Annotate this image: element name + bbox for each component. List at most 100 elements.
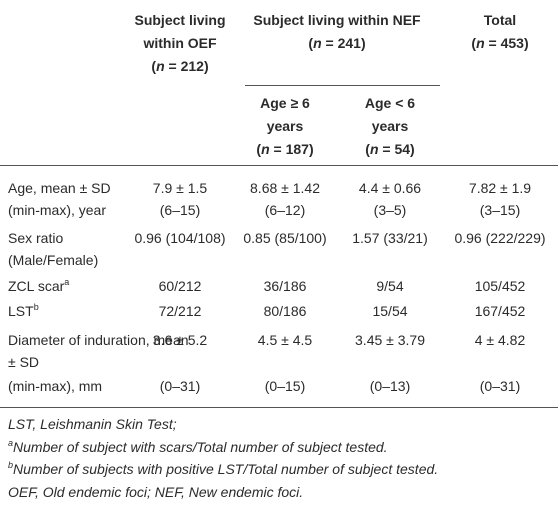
cell-value: 1.57 (33/21) (352, 230, 428, 246)
header-text: Total (484, 10, 516, 30)
cell-value: (0–31) (479, 378, 521, 394)
cell: 60/212 (159, 276, 202, 296)
header-n-part: = 212) (164, 58, 209, 74)
header-text: Subject living within NEF (253, 12, 421, 28)
header-rule (0, 165, 558, 166)
cell-value: 60/212 (158, 278, 202, 294)
row-label: ± SD (8, 352, 39, 372)
header-rule (245, 85, 440, 86)
cell-value: 36/186 (263, 278, 307, 294)
cell: (3–5) (374, 200, 407, 220)
cell-value: 7.9 ± 1.5 (152, 180, 208, 196)
header-n-part: ( (151, 58, 157, 74)
cell: 4.4 ± 0.66 (359, 178, 421, 198)
header-text: Age < 6 (365, 93, 415, 113)
cell-value: (6–12) (264, 202, 306, 218)
cell: 0.96 (222/229) (454, 228, 545, 248)
cell-value: (0–31) (159, 378, 201, 394)
cell: 1.57 (33/21) (352, 228, 428, 248)
header-n-part: ( (308, 35, 314, 51)
header-text: Subject living (134, 10, 225, 30)
header-text: Total (483, 12, 517, 28)
cell: 3.6 ± 5.2 (153, 330, 207, 350)
row-label: LSTb (8, 301, 39, 321)
header-n: (n = 241) (308, 33, 365, 53)
header-n-part: = 453) (484, 35, 529, 51)
footnote-mark: b (33, 302, 39, 312)
cell-value: 4.4 ± 0.66 (358, 180, 422, 196)
header-text: years (267, 116, 304, 136)
row-label: Age, mean ± SD (8, 178, 111, 198)
header-text: within OEF (143, 35, 217, 51)
header-n-part: n (369, 141, 379, 157)
row-label: (min-max), mm (8, 376, 102, 396)
cell: 15/54 (372, 301, 407, 321)
cell-value: 105/452 (474, 278, 526, 294)
footnote-mark: a (8, 437, 14, 448)
cell-value: 80/186 (263, 303, 307, 319)
cell-value: 7.82 ± 1.9 (468, 180, 532, 196)
row-label: (Male/Female) (8, 252, 99, 268)
cell: 0.85 (85/100) (243, 228, 326, 248)
footnote-mark: b (8, 460, 14, 471)
row-label: Sex ratio (8, 230, 64, 246)
header-text: years (371, 118, 409, 134)
header-text: Age < 6 (364, 95, 416, 111)
cell: 3.45 ± 3.79 (355, 330, 425, 350)
row-label: Age, mean ± SD (8, 180, 111, 196)
header-text: Age ≥ 6 (260, 95, 310, 111)
cell: (0–31) (160, 376, 200, 396)
row-label: ZCL scara (8, 276, 69, 296)
cell: 80/186 (264, 301, 307, 321)
header-text: within OEF (143, 33, 216, 53)
cell: 167/452 (475, 301, 526, 321)
header-n-part: = 187) (269, 141, 314, 157)
header-text: Subject living (134, 12, 226, 28)
cell-value: (3–5) (373, 202, 407, 218)
cell-value: (0–13) (369, 378, 411, 394)
footnote: bNumber of subjects with positive LST/To… (8, 459, 438, 479)
cell: 105/452 (475, 276, 526, 296)
header-n-part: ( (471, 35, 477, 51)
footnote-mark: a (64, 277, 70, 287)
cell-value: 0.96 (104/108) (134, 230, 226, 246)
cell: 7.9 ± 1.5 (153, 178, 207, 198)
cell-value: 15/54 (372, 303, 408, 319)
cell: 36/186 (264, 276, 307, 296)
header-n-part: = 54) (378, 141, 415, 157)
footnote: LST, Leishmanin Skin Test; (8, 414, 177, 434)
header-n-part: n (313, 35, 322, 51)
cell-value: 3.45 ± 3.79 (355, 332, 425, 348)
cell-value: 9/54 (376, 278, 404, 294)
cell-value: 0.96 (222/229) (454, 230, 546, 246)
cell: (0–31) (480, 376, 520, 396)
cell-value: (3–15) (479, 202, 521, 218)
row-label: Sex ratio (8, 228, 63, 248)
footnote-text: Number of subject with scars/Total numbe… (13, 438, 388, 455)
cell: (6–15) (160, 200, 200, 220)
cell-value: (0–15) (264, 378, 306, 394)
cell: 4 ± 4.82 (475, 330, 526, 350)
header-n: (n = 54) (365, 139, 414, 159)
cell-value: 3.6 ± 5.2 (152, 332, 208, 348)
cell-value: 4 ± 4.82 (474, 332, 526, 348)
cell-value: 8.68 ± 1.42 (250, 180, 320, 196)
footnote-text: Number of subjects with positive LST/Tot… (13, 461, 439, 478)
cell: 4.5 ± 4.5 (258, 330, 312, 350)
header-n: (n = 453) (471, 33, 528, 53)
header-text: years (266, 118, 304, 134)
cell: (0–13) (370, 376, 410, 396)
header-text: years (372, 116, 409, 136)
header-text: Age ≥ 6 (260, 93, 310, 113)
header-n-part: = 241) (321, 35, 366, 51)
row-label: LST (8, 303, 34, 319)
cell: 72/212 (159, 301, 202, 321)
header-n-part: n (261, 141, 270, 157)
cell: 9/54 (376, 276, 403, 296)
cell-value: (6–15) (159, 202, 201, 218)
footnote: OEF, Old endemic foci; NEF, New endemic … (8, 482, 303, 502)
cell: (6–12) (265, 200, 305, 220)
cell-value: 167/452 (474, 303, 526, 319)
cell: 0.96 (104/108) (134, 228, 225, 248)
